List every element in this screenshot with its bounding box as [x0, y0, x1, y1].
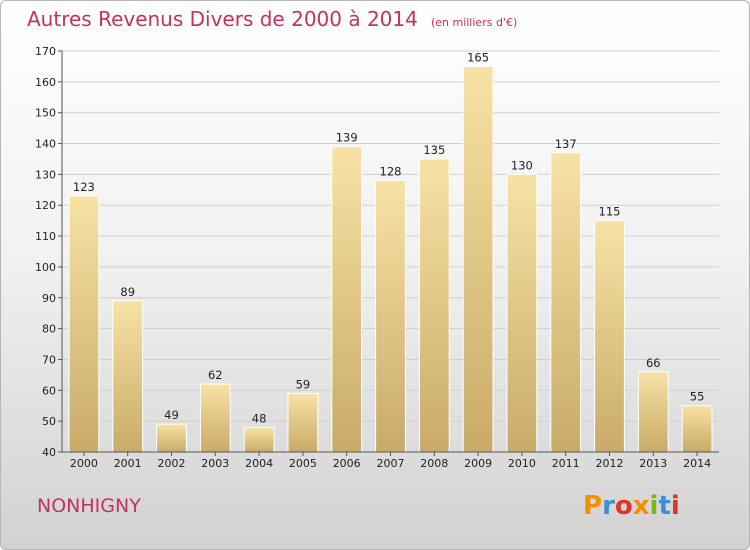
bar: [68, 195, 100, 453]
y-tick-label: 70: [42, 353, 56, 366]
bar-value-label: 165: [467, 50, 489, 64]
x-tick-label: 2001: [114, 457, 142, 470]
x-tick-label: 2000: [70, 457, 98, 470]
x-tick-label: 2011: [552, 457, 580, 470]
bar: [418, 158, 450, 453]
bar: [637, 371, 669, 453]
x-tick-label: 2002: [158, 457, 186, 470]
x-tick-label: 2005: [289, 457, 317, 470]
bar: [550, 152, 582, 453]
bar: [112, 300, 144, 453]
y-tick-label: 150: [35, 107, 56, 120]
bar: [287, 392, 319, 453]
x-tick-label: 2009: [464, 457, 492, 470]
commune-name: NONHIGNY: [37, 495, 141, 517]
y-tick-label: 130: [35, 168, 56, 181]
bar: [243, 426, 275, 453]
x-tick-label: 2012: [596, 457, 624, 470]
y-tick-label: 140: [35, 138, 56, 151]
y-tick-label: 100: [35, 261, 56, 274]
logo-letter: r: [602, 491, 615, 521]
bar-value-label: 130: [511, 158, 533, 172]
proxiti-logo: Proxiti: [583, 491, 680, 521]
bar-value-label: 62: [208, 368, 223, 382]
y-tick-label: 60: [42, 384, 56, 397]
bar: [681, 405, 713, 453]
bar-value-label: 59: [296, 377, 311, 391]
logo-letter: i: [649, 491, 659, 521]
bar: [462, 65, 494, 453]
bar-value-label: 48: [252, 411, 267, 425]
bar-value-label: 137: [555, 137, 577, 151]
bar: [156, 423, 187, 453]
y-tick-label: 40: [42, 446, 56, 459]
x-tick-label: 2008: [420, 457, 448, 470]
bar-value-label: 115: [599, 205, 621, 219]
y-tick-label: 120: [35, 199, 56, 212]
x-tick-label: 2003: [201, 457, 229, 470]
x-tick-label: 2007: [377, 457, 405, 470]
bars: 123 89 49 62 48 59 139 128 135 165 130 137 115 66 55: [68, 50, 713, 453]
x-tick-label: 2004: [245, 457, 273, 470]
bar-value-label: 89: [120, 285, 135, 299]
x-tick-label: 2010: [508, 457, 536, 470]
logo-letter: x: [632, 491, 650, 521]
y-tick-label: 160: [35, 76, 56, 89]
bar-value-label: 66: [646, 356, 661, 370]
axes: 40 50 60 70 80 90 100 110 120 130 140 150 160 170 2000…: [35, 45, 719, 470]
chart-title: Autres Revenus Divers de 2000 à 2014: [27, 7, 418, 31]
bar: [331, 146, 363, 453]
y-tick-label: 110: [35, 230, 56, 243]
bar-value-label: 139: [336, 131, 358, 145]
bar: [506, 173, 538, 453]
bar-value-label: 49: [164, 408, 179, 422]
x-tick-label: 2013: [639, 457, 667, 470]
x-tick-label: 2014: [683, 457, 711, 470]
bar: [594, 220, 625, 453]
logo-letter: t: [658, 491, 671, 521]
bar: [375, 180, 406, 453]
y-tick-label: 90: [42, 292, 56, 305]
bar: [199, 383, 231, 453]
bar-value-label: 135: [423, 143, 445, 157]
bar-value-label: 128: [380, 165, 402, 179]
logo-letter: P: [583, 491, 603, 521]
logo-letter: i: [670, 491, 680, 521]
y-tick-label: 170: [35, 45, 56, 58]
x-tick-label: 2006: [333, 457, 361, 470]
bar-value-label: 123: [73, 180, 95, 194]
y-tick-label: 80: [42, 323, 56, 336]
logo-letter: o: [614, 491, 633, 521]
y-tick-label: 50: [42, 415, 56, 428]
chart-title-block: Autres Revenus Divers de 2000 à 2014 (en…: [27, 7, 517, 31]
chart-subtitle: (en milliers d'€): [430, 16, 518, 29]
bar-value-label: 55: [690, 390, 705, 404]
